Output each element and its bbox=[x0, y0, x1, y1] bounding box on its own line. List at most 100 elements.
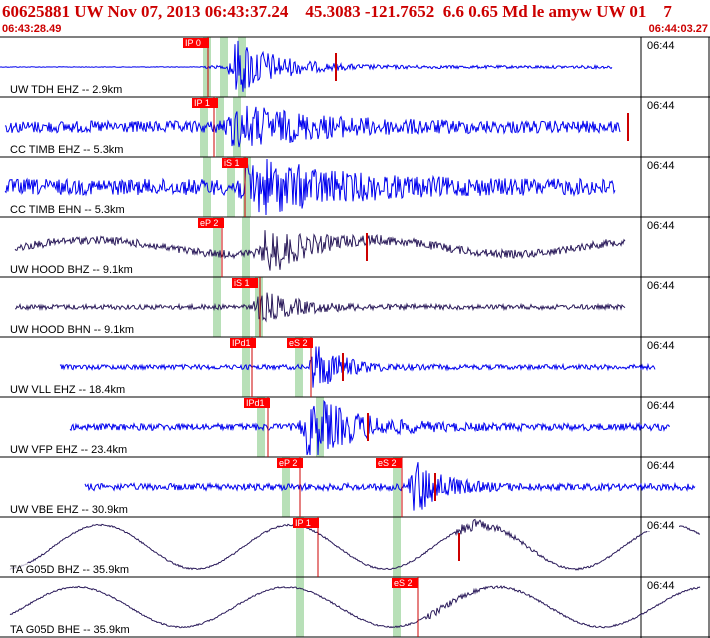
window-band bbox=[203, 37, 211, 97]
phase-picks[interactable]: IP 0 IP 1 iS 1 eP 2 iS 1 IPd1 eS 2 IPd1 eP 2 eS 2… bbox=[183, 37, 629, 637]
channel-label: UW TDH EHZ -- 2.9km bbox=[10, 84, 122, 96]
pick-label-box bbox=[230, 338, 256, 348]
waveform-trace bbox=[84, 462, 696, 511]
pick-marker[interactable]: iS 1 bbox=[232, 277, 261, 337]
time-tick-label: 06:44 bbox=[647, 220, 675, 232]
waveform-trace bbox=[59, 346, 656, 388]
window-band bbox=[213, 217, 221, 277]
pick-label-box bbox=[183, 38, 209, 48]
window-band bbox=[238, 37, 246, 97]
time-label-bg bbox=[643, 159, 679, 171]
pick-label: IP 1 bbox=[194, 98, 210, 108]
waveform-trace bbox=[14, 292, 626, 323]
window-band bbox=[316, 397, 324, 457]
label-background bbox=[8, 83, 128, 95]
label-background bbox=[8, 263, 134, 275]
pick-marker[interactable]: eS 2 bbox=[287, 337, 313, 397]
pick-label: IP 0 bbox=[185, 38, 201, 48]
waveform-trace bbox=[4, 105, 621, 148]
window-band bbox=[282, 457, 290, 517]
window-band bbox=[242, 217, 250, 277]
pick-marker[interactable]: iS 1 bbox=[222, 157, 248, 217]
time-tick-label: 06:44 bbox=[647, 400, 675, 412]
time-label-bg bbox=[643, 219, 679, 231]
window-band bbox=[296, 517, 304, 577]
pick-label-box bbox=[232, 278, 258, 288]
label-background bbox=[8, 203, 134, 215]
window-band bbox=[255, 277, 263, 337]
pick-label-box bbox=[244, 398, 270, 408]
pick-marker[interactable]: IPd1 bbox=[230, 337, 256, 397]
pick-label: eS 2 bbox=[394, 578, 413, 588]
window-band bbox=[243, 157, 251, 217]
pick-marker[interactable]: eP 2 bbox=[198, 217, 224, 277]
label-background bbox=[8, 143, 134, 155]
waveform-trace bbox=[4, 158, 616, 216]
window-band bbox=[296, 577, 304, 637]
time-tick-label: 06:44 bbox=[647, 160, 675, 172]
channel-label: UW VLL EHZ -- 18.4km bbox=[10, 384, 125, 396]
pick-marker[interactable]: eP 2 bbox=[277, 457, 303, 517]
label-background bbox=[8, 503, 134, 515]
window-end-time: 06:44:03.27 bbox=[648, 23, 708, 35]
pick-label: eS 2 bbox=[378, 458, 397, 468]
event-title: 60625881 UW Nov 07, 2013 06:43:37.24 45.… bbox=[2, 2, 672, 21]
pick-marker[interactable]: eS 2 bbox=[376, 457, 403, 517]
pick-label: IPd1 bbox=[246, 398, 265, 408]
pick-label-box bbox=[277, 458, 303, 468]
waveform-trace bbox=[69, 399, 671, 456]
window-band bbox=[393, 457, 401, 517]
time-label-bg bbox=[643, 39, 679, 51]
pick-label-box bbox=[376, 458, 402, 468]
pick-label-box bbox=[287, 338, 313, 348]
channel-label: UW HOOD BHN -- 9.1km bbox=[10, 324, 134, 336]
label-background bbox=[8, 443, 134, 455]
pick-label-box bbox=[293, 518, 319, 528]
window-band bbox=[393, 517, 401, 577]
pick-marker[interactable]: eS 2 bbox=[392, 577, 419, 637]
channel-label: UW HOOD BHZ -- 9.1km bbox=[10, 264, 133, 276]
pick-label: eP 2 bbox=[279, 458, 297, 468]
time-label-bg bbox=[643, 99, 679, 111]
time-tick-label: 06:44 bbox=[647, 520, 675, 532]
window-band bbox=[233, 97, 241, 157]
label-background bbox=[8, 383, 134, 395]
time-label-bg bbox=[643, 339, 679, 351]
waveform-trace bbox=[9, 518, 701, 571]
selection-windows bbox=[200, 37, 401, 637]
window-band bbox=[257, 397, 265, 457]
window-start-time: 06:43:28.49 bbox=[2, 23, 62, 35]
pick-marker[interactable]: IP 1 bbox=[293, 517, 319, 577]
time-tick-label: 06:44 bbox=[647, 100, 675, 112]
pick-label: eS 2 bbox=[289, 338, 308, 348]
channel-label: TA G05D BHZ -- 35.9km bbox=[10, 564, 129, 576]
time-tick-label: 06:44 bbox=[647, 460, 675, 472]
channel-label: UW VFP EHZ -- 23.4km bbox=[10, 444, 127, 456]
time-tick-label: 06:44 bbox=[647, 580, 675, 592]
pick-marker[interactable]: IPd1 bbox=[244, 397, 270, 457]
waveform-trace bbox=[14, 230, 626, 271]
channel-label: CC TIMB EHZ -- 5.3km bbox=[10, 144, 123, 156]
channel-label: UW VBE EHZ -- 30.9km bbox=[10, 504, 128, 516]
channel-label: CC TIMB EHN -- 5.3km bbox=[10, 204, 125, 216]
time-label-bg bbox=[643, 459, 679, 471]
pick-label: iS 1 bbox=[224, 158, 240, 168]
time-label-bg bbox=[643, 279, 679, 291]
pick-label: eP 2 bbox=[200, 218, 218, 228]
pick-marker[interactable]: IP 1 bbox=[192, 97, 218, 157]
window-band bbox=[200, 97, 208, 157]
time-tick-label: 06:44 bbox=[647, 340, 675, 352]
label-background bbox=[8, 323, 134, 335]
channel-label: TA G05D BHE -- 35.9km bbox=[10, 624, 130, 636]
label-background bbox=[8, 563, 141, 575]
time-label-bg bbox=[643, 519, 679, 531]
window-band bbox=[203, 157, 211, 217]
pick-label-box bbox=[392, 578, 418, 588]
time-tick-label: 06:44 bbox=[647, 280, 675, 292]
pick-marker[interactable]: IP 0 bbox=[183, 37, 209, 97]
window-band bbox=[213, 277, 221, 337]
pick-label: IPd1 bbox=[232, 338, 251, 348]
window-band bbox=[393, 577, 401, 637]
pick-label-box bbox=[222, 158, 248, 168]
